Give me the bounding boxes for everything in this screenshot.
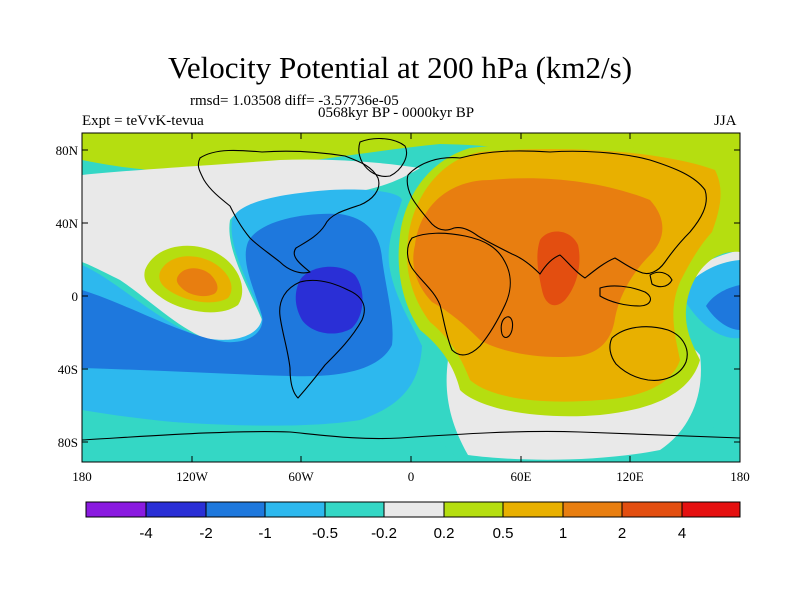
colorbar-swatch (206, 502, 265, 517)
colorbar-label: 2 (618, 525, 626, 542)
colorbar-label: -1 (258, 525, 271, 542)
map-title: Velocity Potential at 200 hPa (km2/s) (167, 50, 633, 85)
coast-africa (406, 232, 511, 356)
y-tick-label: 80N (56, 143, 79, 158)
colorbar-label: -4 (139, 525, 152, 542)
x-tick-label: 60E (511, 469, 532, 484)
colorbar-label: 0.2 (434, 525, 455, 542)
y-tick-label: 40S (58, 362, 78, 377)
colorbar-frame (85, 501, 741, 518)
y-tick-label: 40N (56, 216, 79, 231)
colorbar-label: -0.5 (312, 525, 338, 542)
colorbar-swatch (682, 502, 740, 517)
colorbar-swatch (146, 502, 206, 517)
coastlines (82, 137, 740, 441)
contour-field (82, 133, 740, 462)
band-pos1 (413, 178, 663, 358)
colorbar-swatch (325, 502, 384, 517)
colorbar-swatch (384, 502, 444, 517)
experiment-label: Expt = teVvK-tevua (82, 113, 204, 129)
colorbar-label: -0.2 (371, 525, 397, 542)
stats-text: rmsd= 1.03508 diff= -3.57736e-05 (190, 93, 399, 109)
band-neg2 (295, 266, 363, 334)
colorbar-swatch (622, 502, 682, 517)
colorbar-swatch (265, 502, 325, 517)
colorbar-swatch (444, 502, 503, 517)
y-tick-label: 0 (72, 289, 79, 304)
x-tick-label: 180 (730, 469, 750, 484)
colorbar-label: -2 (199, 525, 212, 542)
y-tick-label: 80S (58, 435, 78, 450)
coast-north-america (197, 149, 380, 274)
coast-south-america (279, 279, 365, 399)
x-tick-label: 120E (616, 469, 644, 484)
colorbar-label: 1 (559, 525, 567, 542)
x-axis (81, 133, 741, 462)
band-pos1-pacific (176, 268, 218, 297)
season-label: JJA (714, 113, 737, 129)
coast-antarctica (82, 430, 740, 441)
band-neg1-east (706, 285, 740, 330)
x-tick-label: 180 (72, 469, 92, 484)
coast-eurasia (406, 150, 707, 279)
colorbar: -4 -2 -1 -0.5 -0.2 0.2 0.5 1 2 4 (85, 501, 741, 542)
x-tick-label: 60W (288, 469, 314, 484)
y-axis (82, 149, 740, 443)
coast-maritime-asia (599, 271, 673, 307)
coast-madagascar (500, 316, 514, 339)
colorbar-swatch (503, 502, 563, 517)
x-tick-label: 120W (176, 469, 209, 484)
colorbar-label: 0.5 (493, 525, 514, 542)
band-zero-east (680, 250, 740, 292)
band-neg1 (82, 213, 393, 377)
colorbar-label: 4 (678, 525, 686, 542)
band-neg02-southeast (680, 415, 740, 462)
colorbar-swatch (86, 502, 146, 517)
coast-australia (609, 326, 688, 381)
colorbar-swatch (563, 502, 622, 517)
period-label: 0568kyr BP - 0000kyr BP (318, 105, 475, 121)
x-tick-label: 0 (408, 469, 415, 484)
band-neg02-south (82, 410, 460, 462)
band-pos2 (537, 231, 580, 306)
coast-greenland (358, 137, 408, 177)
